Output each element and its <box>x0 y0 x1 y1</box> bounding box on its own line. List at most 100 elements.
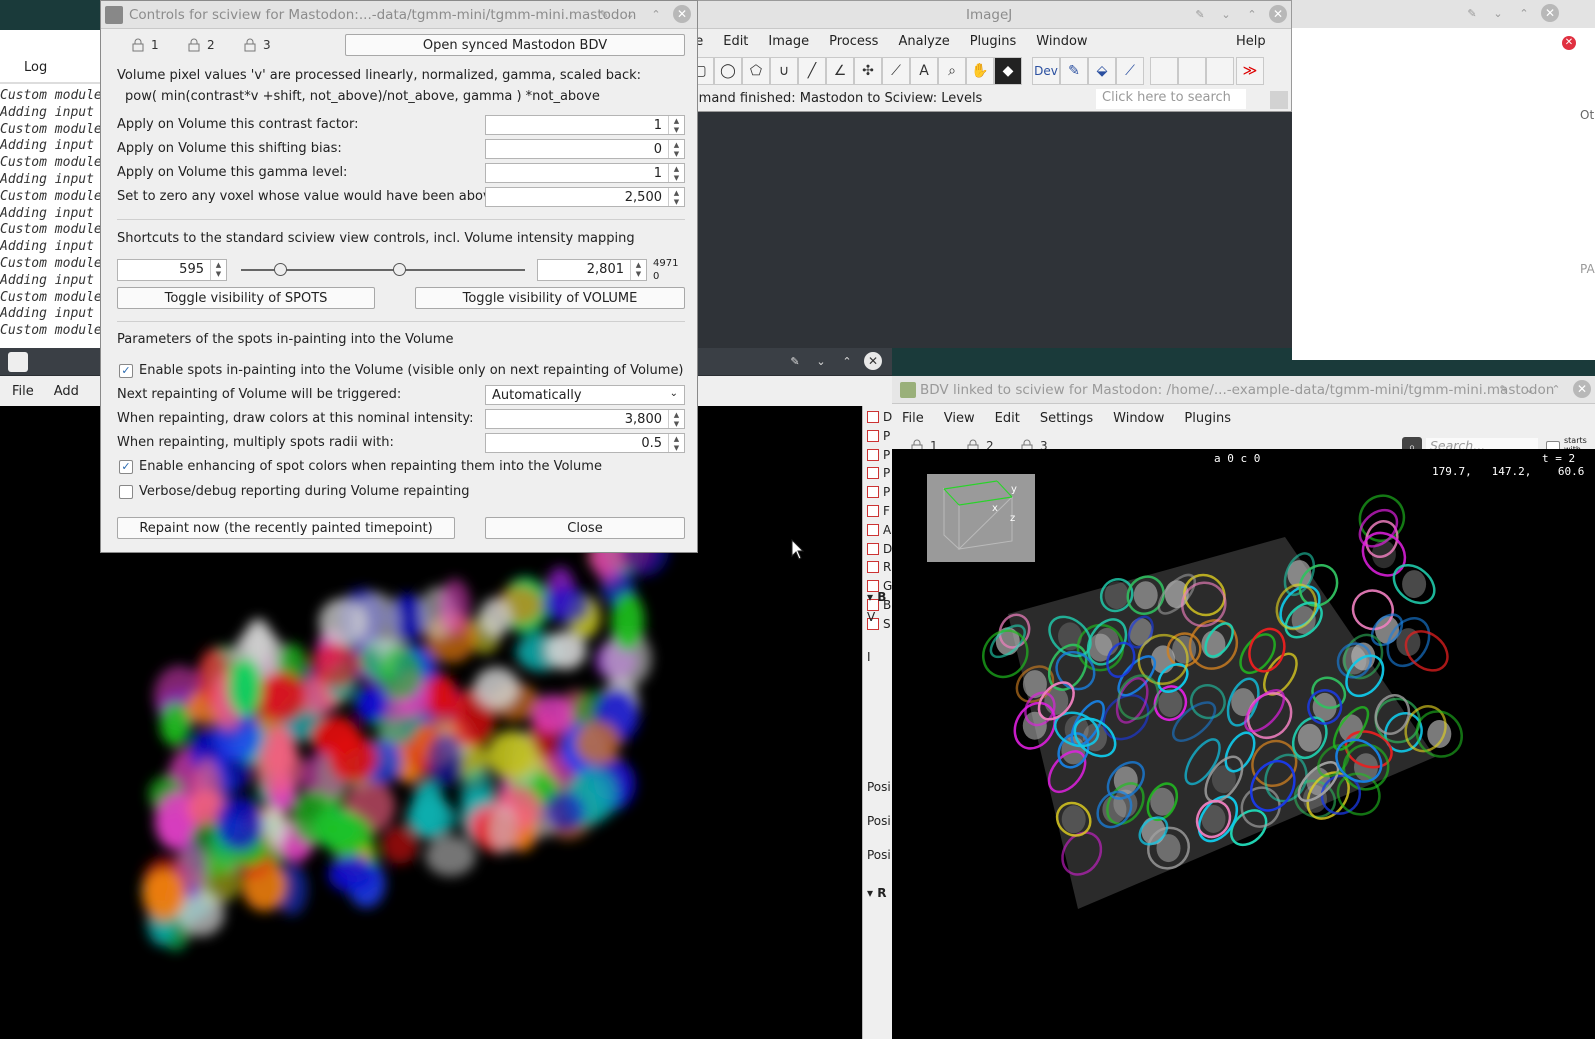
radii-spinner[interactable]: 0.5 ▲ ▼ <box>485 433 685 453</box>
close-icon[interactable]: ✕ <box>1269 5 1287 23</box>
empty-tool-slot[interactable] <box>1206 57 1234 85</box>
pipette-tool-icon[interactable]: ⟋ <box>1116 57 1144 85</box>
brush-tool-icon[interactable]: ✎ <box>1060 57 1088 85</box>
sciview-menu-add[interactable]: Add <box>53 383 79 399</box>
zoom-tool-icon[interactable]: ⌕ <box>938 57 966 85</box>
close-icon[interactable]: ✕ <box>864 352 882 370</box>
range-slider-low-thumb[interactable] <box>273 263 287 276</box>
close-red-icon[interactable]: ✕ <box>1562 36 1576 50</box>
pin-icon[interactable]: ✎ <box>1195 7 1205 21</box>
side-panel-item[interactable]: P <box>867 466 890 480</box>
bdv-menu-window[interactable]: Window <box>1113 410 1165 426</box>
side-panel-item[interactable]: P <box>867 448 890 462</box>
side-panel-item[interactable]: R <box>867 560 891 574</box>
minimize-icon[interactable]: ⌄ <box>1221 7 1231 21</box>
bdv-spot-ellipse <box>1317 744 1350 778</box>
oval-tool-icon[interactable]: ◯ <box>714 57 742 85</box>
side-panel-item[interactable]: P <box>867 485 890 499</box>
angle-tool-icon[interactable]: ∠ <box>826 57 854 85</box>
bdv-menu-plugins[interactable]: Plugins <box>1184 410 1231 426</box>
enhance-colors-checkbox[interactable]: ✓ <box>119 460 133 474</box>
controls-lock-1[interactable]: 1 <box>131 38 159 52</box>
enable-inpaint-checkbox[interactable]: ✓ <box>119 364 133 378</box>
dropper-tool-icon[interactable]: ◆ <box>994 57 1022 85</box>
menu-plugins[interactable]: Plugins <box>969 34 1017 49</box>
menu-process[interactable]: Process <box>829 34 879 49</box>
maximize-icon[interactable]: ⌃ <box>1247 7 1257 21</box>
toggle-spots-button[interactable]: Toggle visibility of SPOTS <box>117 287 375 309</box>
intensity-spinner[interactable]: 3,800 ▲ ▼ <box>485 409 685 429</box>
open-synced-bdv-button[interactable]: Open synced Mastodon BDV <box>345 34 685 56</box>
bdv-menu-file[interactable]: File <box>902 410 924 426</box>
bdv-menu-view[interactable]: View <box>943 410 975 426</box>
maximize-icon[interactable]: ⌃ <box>1551 382 1561 396</box>
side-panel-item[interactable]: A <box>867 523 891 537</box>
more-tools-icon[interactable]: ≫ <box>1236 57 1264 85</box>
menu-help[interactable]: Help <box>1236 34 1266 49</box>
fill-tool-icon[interactable]: ⬙ <box>1088 57 1116 85</box>
toggle-volume-button[interactable]: Toggle visibility of VOLUME <box>415 287 685 309</box>
hand-tool-icon[interactable]: ✋ <box>966 57 994 85</box>
minimize-icon[interactable]: ⌄ <box>1493 6 1503 20</box>
shift-spinner[interactable]: 0 ▲ ▼ <box>485 139 685 159</box>
pin-icon[interactable]: ✎ <box>790 354 800 368</box>
contrast-spinner[interactable]: 1 ▲ ▼ <box>485 115 685 135</box>
side-panel-item[interactable]: B <box>867 598 891 612</box>
maximize-icon[interactable]: ⌃ <box>1519 6 1529 20</box>
bdv-spot-ellipse <box>1127 615 1154 649</box>
close-icon[interactable]: ✕ <box>1541 4 1559 22</box>
side-panel-item[interactable]: S <box>867 617 891 631</box>
menu-image[interactable]: Image <box>768 34 810 49</box>
text-tool-icon[interactable]: A <box>910 57 938 85</box>
minimize-icon[interactable]: ⌄ <box>1525 382 1535 396</box>
side-panel-item[interactable]: P <box>867 429 890 443</box>
side-panel-item[interactable]: G <box>867 579 892 593</box>
bdv-titlebar[interactable]: BDV linked to sciview for Mastodon: /hom… <box>892 376 1595 404</box>
side-panel-item[interactable]: F <box>867 504 890 518</box>
imagej-search[interactable]: Click here to search <box>1096 89 1246 109</box>
maximize-icon[interactable]: ⌃ <box>842 354 852 368</box>
verbose-checkbox[interactable] <box>119 485 133 499</box>
controls-lock-2[interactable]: 2 <box>187 38 215 52</box>
imagej-titlebar[interactable]: ImageJ ✎ ⌄ ⌃ ✕ <box>686 1 1291 29</box>
range-slider-high-thumb[interactable] <box>392 263 406 276</box>
close-icon[interactable]: ✕ <box>1573 380 1591 398</box>
polygon-tool-icon[interactable]: ⬠ <box>742 57 770 85</box>
side-panel-item[interactable]: D <box>867 410 892 424</box>
controls-titlebar[interactable]: Controls for sciview for Mastodon:...-da… <box>101 1 697 29</box>
trigger-dropdown[interactable]: Automatically ⌄ <box>485 385 685 405</box>
minimize-icon[interactable]: ⌄ <box>816 354 826 368</box>
freehand-tool-icon[interactable]: ∪ <box>770 57 798 85</box>
side-panel-item[interactable]: D <box>867 542 892 556</box>
pin-icon[interactable]: ✎ <box>599 7 609 21</box>
repaint-now-button[interactable]: Repaint now (the recently painted timepo… <box>117 517 455 539</box>
above-spinner[interactable]: 2,500 ▲ ▼ <box>485 187 685 207</box>
bdv-menu-edit[interactable]: Edit <box>994 410 1020 426</box>
menu-analyze[interactable]: Analyze <box>898 34 950 49</box>
log-tab[interactable]: Log <box>24 60 48 75</box>
range-slider[interactable] <box>241 259 525 281</box>
menu-window[interactable]: Window <box>1036 34 1088 49</box>
bdv-menu-settings[interactable]: Settings <box>1039 410 1094 426</box>
gamma-spinner[interactable]: 1 ▲ ▼ <box>485 163 685 183</box>
pin-icon[interactable]: ✎ <box>1467 6 1477 20</box>
sciview-menu-file[interactable]: File <box>12 383 34 399</box>
wand-tool-icon[interactable]: ⟋ <box>882 57 910 85</box>
menu-edit[interactable]: Edit <box>723 34 749 49</box>
close-button[interactable]: Close <box>485 517 685 539</box>
empty-tool-slot[interactable] <box>1178 57 1206 85</box>
line-tool-icon[interactable]: ╱ <box>798 57 826 85</box>
close-icon[interactable]: ✕ <box>673 5 691 23</box>
range-min-spinner[interactable]: 595 ▲ ▼ <box>117 259 227 281</box>
controls-lock-3[interactable]: 3 <box>243 38 271 52</box>
dev-tool-button[interactable]: Dev <box>1032 57 1060 85</box>
formula-line-2: pow( min(contrast*v +shift, not_above)/n… <box>125 89 600 104</box>
pin-icon[interactable]: ✎ <box>1499 382 1509 396</box>
empty-tool-slot[interactable] <box>1150 57 1178 85</box>
point-tool-icon[interactable]: ✣ <box>854 57 882 85</box>
search-options-button[interactable] <box>1270 91 1288 109</box>
bdv-canvas[interactable]: y x z <box>892 449 1595 1039</box>
range-max-spinner[interactable]: 2,801 ▲ ▼ <box>537 259 647 281</box>
maximize-icon[interactable]: ⌃ <box>651 7 661 21</box>
minimize-icon[interactable]: ⌄ <box>625 7 635 21</box>
